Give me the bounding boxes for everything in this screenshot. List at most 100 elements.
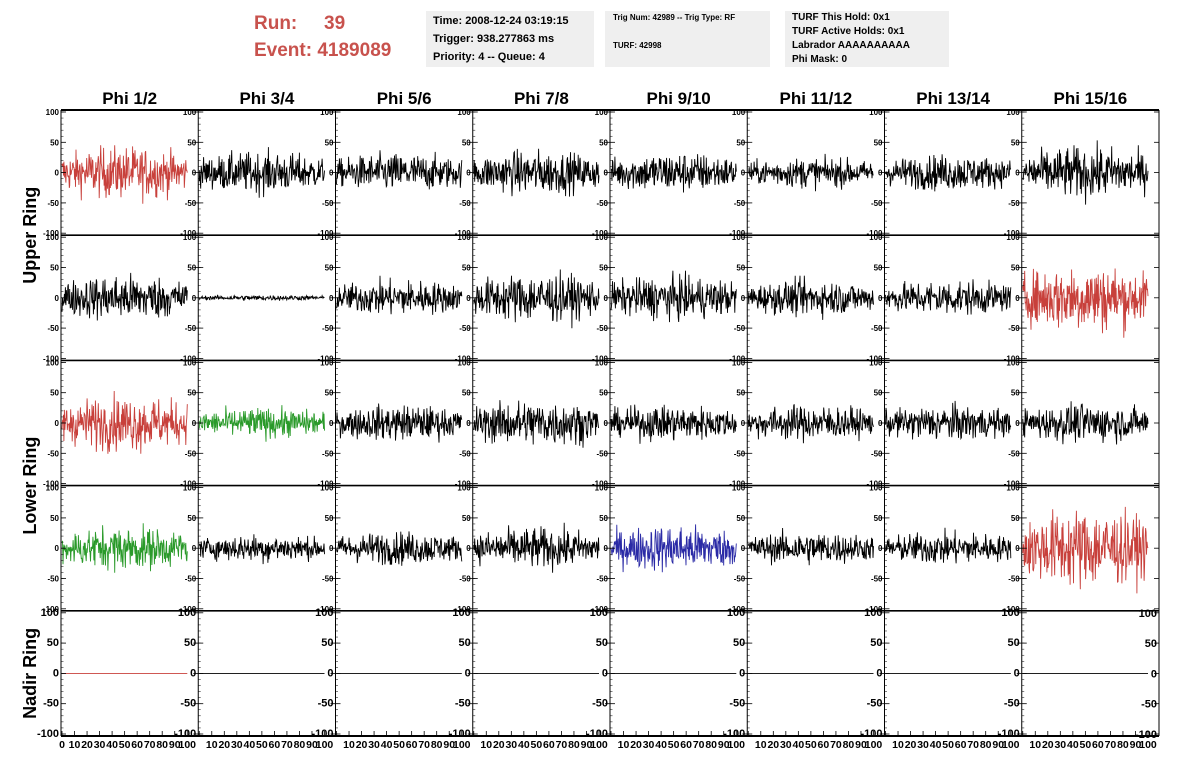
waveform-trace — [610, 404, 737, 444]
y-tick-label: 50 — [325, 514, 334, 523]
y-tick-label: 100 — [46, 358, 60, 367]
x-tick-label: 90 — [443, 739, 455, 751]
y-tick-label: 100 — [457, 484, 471, 493]
y-tick-label: 50 — [462, 389, 471, 398]
turf-hold-line: TURF This Hold: 0x1 — [792, 12, 890, 23]
y-tick-label: 0 — [1015, 294, 1020, 303]
x-tick-label: 20 — [493, 739, 505, 751]
y-tick-label: 100 — [595, 233, 609, 242]
y-tick-label: -50 — [43, 698, 59, 710]
waveform-trace — [198, 147, 325, 198]
run-event-info: Run: 39 Event: 4189089 — [254, 10, 391, 64]
x-tick-label: 80 — [568, 739, 580, 751]
x-tick-label: 60 — [1092, 739, 1104, 751]
y-tick-label: 50 — [1145, 638, 1157, 650]
y-tick-label: -100 — [37, 728, 59, 740]
column-header: Phi 9/10 — [646, 89, 710, 108]
y-tick-label: 100 — [457, 358, 471, 367]
y-tick-label: -50 — [1008, 449, 1020, 458]
y-tick-label: 0 — [465, 667, 471, 679]
run-value: 39 — [324, 13, 346, 34]
x-tick-label: 10 — [755, 739, 767, 751]
column-header: Phi 15/16 — [1054, 89, 1128, 108]
y-tick-label: 0 — [604, 294, 609, 303]
x-tick-label: 50 — [942, 739, 954, 751]
y-tick-label: -50 — [180, 698, 196, 710]
y-tick-label: 50 — [462, 514, 471, 523]
waveform-trace — [198, 534, 325, 565]
waveform-trace — [198, 294, 325, 302]
y-tick-label: -50 — [185, 575, 197, 584]
x-tick-label: 40 — [244, 739, 256, 751]
column-header: Phi 1/2 — [102, 89, 157, 108]
y-tick-label: 50 — [736, 264, 745, 273]
y-tick-label: 50 — [1008, 637, 1020, 649]
y-tick-label: 0 — [878, 544, 883, 553]
waveform-trace — [61, 272, 188, 321]
y-tick-label: 0 — [878, 169, 883, 178]
y-tick-label: 0 — [602, 667, 608, 679]
x-tick-label: 100 — [727, 739, 745, 751]
x-tick-label: 50 — [668, 739, 680, 751]
x-tick-label: 80 — [294, 739, 306, 751]
waveform-trace — [885, 154, 1012, 192]
y-tick-label: 100 — [452, 607, 470, 619]
x-tick-label: 40 — [930, 739, 942, 751]
y-tick-label: 0 — [192, 169, 197, 178]
waveform-trace — [610, 154, 737, 193]
y-tick-label: 0 — [739, 667, 745, 679]
y-tick-label: -100 — [1004, 480, 1021, 489]
x-tick-label: 100 — [1139, 739, 1157, 751]
x-tick-label: 80 — [705, 739, 717, 751]
y-tick-label: 100 — [457, 233, 471, 242]
y-tick-label: -100 — [455, 354, 472, 363]
waveform-trace — [1022, 268, 1149, 338]
x-tick-label: 90 — [718, 739, 730, 751]
y-tick-label: -100 — [1004, 354, 1021, 363]
y-tick-label: -100 — [866, 354, 883, 363]
x-tick-label: 30 — [917, 739, 929, 751]
y-tick-label: 0 — [55, 544, 60, 553]
y-tick-label: 0 — [192, 419, 197, 428]
x-tick-label: 80 — [843, 739, 855, 751]
y-tick-label: 0 — [190, 667, 196, 679]
y-tick-label: -100 — [43, 605, 60, 614]
x-tick-label: 70 — [693, 739, 705, 751]
y-tick-label: 0 — [466, 544, 471, 553]
waveform-trace — [61, 523, 188, 573]
y-tick-label: 0 — [741, 294, 746, 303]
y-tick-label: -50 — [871, 324, 883, 333]
y-tick-label: 0 — [1015, 169, 1020, 178]
y-tick-label: -50 — [459, 324, 471, 333]
column-header: Phi 5/6 — [377, 89, 432, 108]
waveform-trace — [748, 153, 874, 192]
x-tick-label: 10 — [892, 739, 904, 751]
y-tick-label: 0 — [741, 419, 746, 428]
y-tick-label: -50 — [867, 698, 883, 710]
waveform-trace — [473, 522, 600, 573]
x-tick-label: 90 — [306, 739, 318, 751]
x-tick-label: 50 — [1080, 739, 1092, 751]
x-tick-label: 20 — [218, 739, 230, 751]
y-tick-label: 50 — [874, 514, 883, 523]
x-tick-label: 30 — [368, 739, 380, 751]
y-tick-label: 50 — [1011, 264, 1020, 273]
x-tick-label: 70 — [967, 739, 979, 751]
x-tick-label: 40 — [793, 739, 805, 751]
waveform-trace — [610, 270, 737, 323]
x-tick-label: 10 — [1029, 739, 1041, 751]
turf-line: TURF: 42998 — [613, 41, 662, 50]
x-tick-label: 20 — [905, 739, 917, 751]
x-tick-label: 80 — [1117, 739, 1129, 751]
priority-line: Priority: 4 -- Queue: 4 — [433, 51, 545, 63]
x-tick-label: 60 — [818, 739, 830, 751]
y-tick-label: 100 — [727, 607, 745, 619]
y-tick-label: 100 — [732, 233, 746, 242]
y-tick-label: -50 — [47, 199, 59, 208]
waveform-trace — [473, 400, 600, 448]
x-tick-label: 100 — [590, 739, 608, 751]
y-tick-label: -100 — [592, 605, 609, 614]
y-tick-label: 0 — [604, 419, 609, 428]
waveform-trace — [336, 275, 463, 315]
y-tick-label: -50 — [47, 449, 59, 458]
